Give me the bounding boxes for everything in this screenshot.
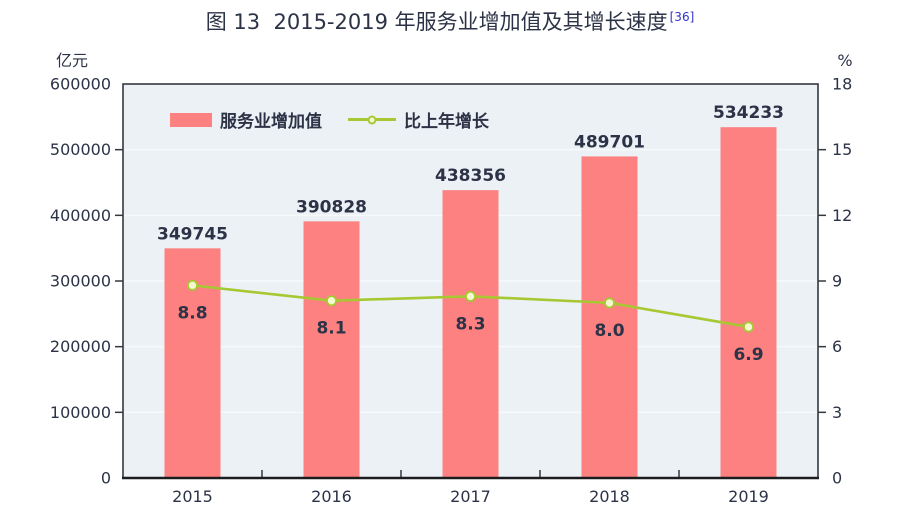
- line-point-2015: [186, 279, 198, 291]
- y-tick-label-right: 15: [832, 140, 852, 159]
- x-tick-label-2015: 2015: [172, 487, 213, 506]
- bar-2019: [720, 127, 777, 478]
- bar-value-label-2015: 349745: [157, 224, 228, 244]
- y-tick-label-left: 300000: [50, 272, 111, 291]
- x-tick-label-2016: 2016: [311, 487, 352, 506]
- growth-rate-label-2018: 8.0: [594, 321, 624, 341]
- y-tick-label-left: 400000: [50, 206, 111, 225]
- left-axis-unit-label: 亿元: [56, 51, 88, 70]
- y-tick-label-right: 18: [832, 75, 852, 94]
- y-tick-label-right: 0: [832, 469, 842, 488]
- title-footnote-link[interactable]: [36]: [669, 10, 695, 24]
- line-point-2019: [743, 321, 755, 333]
- legend-line-swatch-icon: [348, 115, 396, 124]
- chart-title: 图 13 2015-2019 年服务业增加值及其增长速度 [36]: [0, 6, 900, 36]
- y-tick-label-right: 6: [832, 337, 842, 356]
- right-axis-unit-label: %: [837, 51, 852, 70]
- x-tick-label-2019: 2019: [728, 487, 769, 506]
- bar-2017: [442, 190, 499, 478]
- y-tick-label-left: 500000: [50, 140, 111, 159]
- legend: 服务业增加值 比上年增长: [170, 107, 489, 132]
- y-tick-label-right: 12: [832, 206, 852, 225]
- y-tick-label-left: 100000: [50, 403, 111, 422]
- legend-bar-swatch-icon: [170, 112, 212, 127]
- line-point-2018: [604, 297, 616, 309]
- legend-bar-label: 服务业增加值: [220, 112, 322, 132]
- bar-value-label-2017: 438356: [435, 166, 506, 186]
- growth-rate-label-2015: 8.8: [177, 303, 207, 323]
- y-tick-label-right: 3: [832, 403, 842, 422]
- legend-line-label: 比上年增长: [404, 112, 489, 132]
- y-tick-label-left: 200000: [50, 337, 111, 356]
- growth-rate-label-2017: 8.3: [455, 314, 485, 334]
- y-tick-label-right: 9: [832, 272, 842, 291]
- y-tick-label-left: 0: [101, 469, 111, 488]
- growth-rate-label-2016: 8.1: [316, 319, 346, 339]
- chart-title-text: 图 13 2015-2019 年服务业增加值及其增长速度: [205, 10, 668, 34]
- bar-value-label-2016: 390828: [296, 197, 367, 217]
- chart-layers: 349745 390828 438356 489701 534233 8.8 8.1 8.3 8…: [50, 75, 852, 507]
- line-point-2016: [325, 295, 337, 307]
- line-point-2017: [464, 290, 476, 302]
- legend-item-bar: 服务业增加值: [170, 107, 322, 132]
- x-tick-label-2017: 2017: [450, 487, 491, 506]
- growth-rate-label-2019: 6.9: [733, 345, 763, 365]
- bar-value-label-2018: 489701: [574, 132, 645, 152]
- bar-2016: [303, 221, 360, 479]
- x-tick-label-2018: 2018: [589, 487, 630, 506]
- y-tick-label-left: 600000: [50, 75, 111, 94]
- legend-item-line: 比上年增长: [348, 107, 489, 132]
- bar-2018: [581, 156, 638, 478]
- legend-line-marker-icon: [367, 115, 377, 124]
- bar-value-label-2019: 534233: [713, 103, 784, 123]
